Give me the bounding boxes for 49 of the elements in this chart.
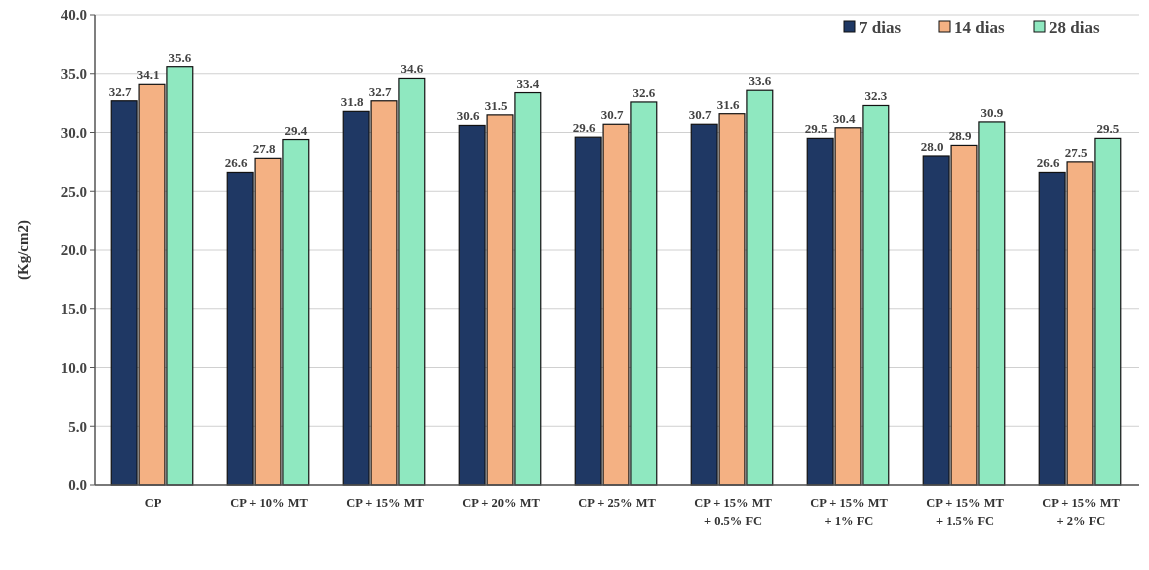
x-tick-label: CP + 15% MT + 0.5% FC [694, 496, 773, 528]
y-tick-label: 0.0 [68, 477, 87, 494]
data-label: 31.8 [340, 94, 365, 110]
data-label: 29.5 [1096, 121, 1120, 137]
data-label: 26.6 [224, 155, 249, 171]
y-tick-label: 25.0 [60, 183, 87, 200]
y-tick-label: 20.0 [60, 242, 87, 259]
data-label: 32.3 [864, 88, 888, 104]
x-tick-label: CP + 25% MT [578, 496, 657, 510]
data-label: 32.7 [108, 83, 133, 99]
x-tick-label: CP + 20% MT [462, 496, 541, 510]
data-label: 33.4 [516, 75, 540, 91]
data-label: 34.1 [136, 67, 160, 83]
x-tick-label: CP + 15% MT + 2% FC [1042, 496, 1121, 528]
data-label: 29.4 [284, 122, 308, 138]
data-label: 27.5 [1064, 144, 1088, 160]
data-label: 33.6 [748, 73, 772, 89]
data-label: 28.9 [948, 128, 972, 144]
data-label: 29.5 [804, 121, 829, 137]
data-label: 30.4 [832, 110, 856, 126]
legend-label: 14 dias [954, 17, 1005, 37]
data-label: 31.5 [484, 97, 508, 113]
x-tick-label: CP [144, 496, 162, 510]
data-label: 30.6 [456, 108, 481, 124]
data-label: 32.6 [632, 84, 656, 100]
data-label: 34.6 [400, 61, 424, 77]
y-axis-title: (Kg/cm2) [15, 220, 32, 280]
data-label: 35.6 [168, 49, 192, 65]
data-label: 27.8 [252, 141, 276, 157]
y-tick-label: 35.0 [60, 66, 87, 82]
x-tick-label: CP + 15% MT [346, 496, 425, 510]
y-tick-label: 40.0 [60, 7, 87, 24]
data-label: 29.6 [572, 120, 597, 136]
data-label: 30.9 [980, 104, 1004, 120]
y-tick-label: 10.0 [60, 359, 87, 376]
y-tick-label: 15.0 [60, 301, 87, 317]
y-tick-label: 5.0 [68, 418, 87, 435]
legend-label: 28 dias [1049, 17, 1100, 37]
data-label: 30.7 [688, 107, 713, 123]
y-tick-label: 30.0 [60, 124, 87, 141]
data-label: 31.6 [716, 96, 740, 112]
data-label: 26.6 [1036, 155, 1061, 171]
x-tick-label: CP + 15% MT + 1.5% FC [926, 496, 1005, 528]
data-label: 32.7 [368, 83, 392, 99]
data-label: 30.7 [600, 107, 624, 123]
legend-label: 7 dias [859, 17, 902, 37]
data-label: 28.0 [920, 139, 944, 154]
x-tick-label: CP + 10% MT [230, 496, 309, 510]
x-tick-label: CP + 15% MT + 1% FC [810, 496, 889, 528]
